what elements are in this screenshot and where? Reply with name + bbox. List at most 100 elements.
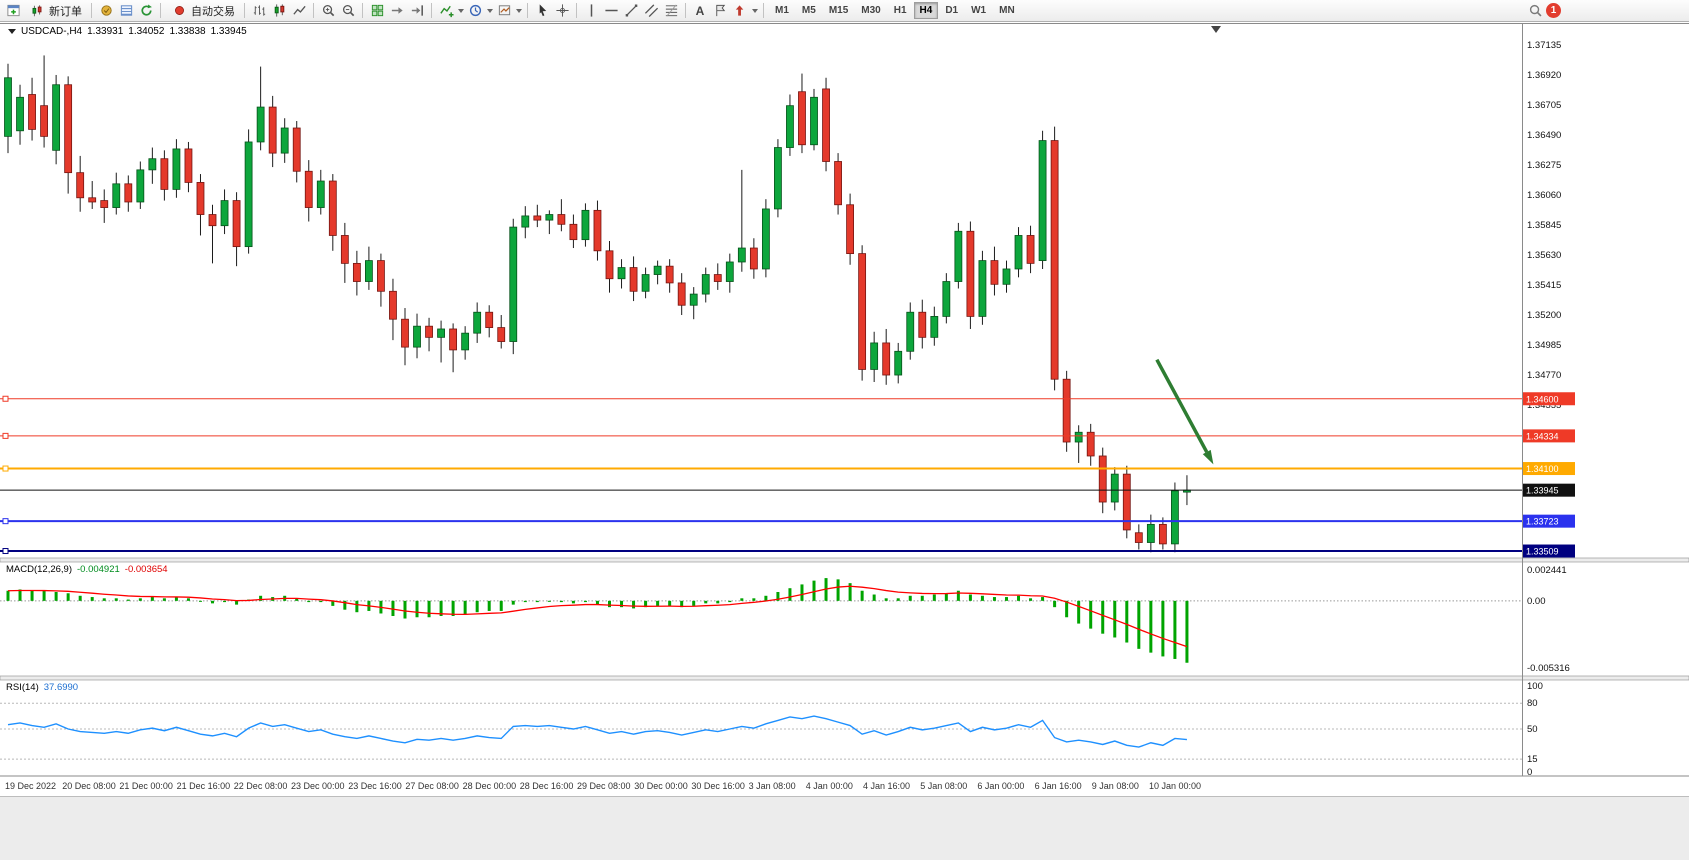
pane-splitter[interactable]: [0, 557, 1689, 563]
clock-icon[interactable]: [466, 2, 484, 20]
svg-text:5 Jan 08:00: 5 Jan 08:00: [920, 781, 967, 791]
line-handle[interactable]: [2, 548, 9, 555]
timeframe-button-h1[interactable]: H1: [893, 5, 907, 16]
timeframe-button-w1[interactable]: W1: [971, 5, 987, 16]
new-order-button[interactable]: 新订单: [24, 1, 86, 21]
arrows-icon[interactable]: [731, 2, 749, 20]
zoom-in-icon[interactable]: [319, 2, 337, 20]
toolbar-separator: [160, 3, 161, 18]
macd-signal-line: [7, 585, 1188, 648]
market-watch-icon[interactable]: [97, 2, 115, 20]
candle-pair-icon: [28, 2, 46, 20]
chart-shift-marker[interactable]: [1211, 26, 1221, 33]
line-handle[interactable]: [2, 465, 9, 472]
arrows-dropdown-caret[interactable]: [752, 8, 758, 13]
toolbar-separator: [576, 3, 577, 18]
channel-icon[interactable]: [642, 2, 660, 20]
line-handle[interactable]: [2, 432, 9, 439]
price-axis: 1.37135 1.36920 1.36705 1.36490 1.36275 1.360…: [1527, 40, 1561, 411]
indicators-icon[interactable]: [437, 2, 455, 20]
trendline-icon[interactable]: [622, 2, 640, 20]
toolbar-separator: [763, 3, 764, 18]
timeframe-button-m15[interactable]: M15: [828, 5, 849, 16]
horizontal-line-icon[interactable]: [602, 2, 620, 20]
bottom-empty-area: [0, 796, 1689, 860]
collapse-arrow-icon[interactable]: [8, 29, 16, 34]
svg-text:28 Dec 00:00: 28 Dec 00:00: [463, 781, 517, 791]
candlestick-chart-icon[interactable]: [270, 2, 288, 20]
svg-text:6 Jan 16:00: 6 Jan 16:00: [1035, 781, 1082, 791]
low-value: 1.33838: [169, 26, 206, 37]
line-handle[interactable]: [2, 395, 9, 402]
navigator-icon[interactable]: [137, 2, 155, 20]
svg-text:1.36920: 1.36920: [1527, 70, 1561, 81]
svg-text:10 Jan 00:00: 10 Jan 00:00: [1149, 781, 1201, 791]
templates-dropdown-caret[interactable]: [516, 8, 522, 13]
high-value: 1.34052: [128, 26, 165, 37]
timeframe-button-m30[interactable]: M30: [861, 5, 881, 16]
svg-text:15: 15: [1527, 754, 1538, 765]
search-icon[interactable]: [1526, 2, 1544, 20]
notification-badge[interactable]: 1: [1546, 3, 1561, 18]
svg-text:27 Dec 08:00: 27 Dec 08:00: [405, 781, 459, 791]
fibonacci-icon[interactable]: [662, 2, 680, 20]
new-order-ticket-icon[interactable]: [4, 2, 22, 20]
crosshair-icon[interactable]: [553, 2, 571, 20]
bar-chart-icon[interactable]: [250, 2, 268, 20]
timeframe-button-h4[interactable]: H4: [913, 2, 939, 19]
svg-text:1.34100: 1.34100: [1526, 464, 1559, 474]
cursor-icon[interactable]: [533, 2, 551, 20]
pane-splitter[interactable]: [0, 675, 1689, 681]
line-chart-icon[interactable]: [290, 2, 308, 20]
timeframe-button-d1[interactable]: D1: [945, 5, 959, 16]
toolbar-separator: [685, 3, 686, 18]
candlestick-series: [4, 55, 1191, 553]
timeframe-button-m5[interactable]: M5: [801, 5, 816, 16]
svg-text:80: 80: [1527, 698, 1538, 709]
indicators-dropdown-caret[interactable]: [458, 8, 464, 13]
svg-text:19 Dec 2022: 19 Dec 2022: [5, 781, 56, 791]
main-toolbar: 新订单 自动交易: [0, 0, 1689, 22]
timeframe-button-m1[interactable]: M1: [775, 5, 789, 16]
zoom-out-icon[interactable]: [339, 2, 357, 20]
macd-label: MACD(12,26,9): [6, 564, 72, 575]
svg-text:1.33723: 1.33723: [1526, 517, 1559, 527]
templates-icon[interactable]: [495, 2, 513, 20]
svg-text:1.34985: 1.34985: [1527, 340, 1561, 351]
svg-text:28 Dec 16:00: 28 Dec 16:00: [520, 781, 574, 791]
rsi-line: [7, 715, 1188, 748]
trend-arrow-annotation[interactable]: [1155, 358, 1214, 465]
svg-text:1.36060: 1.36060: [1527, 190, 1561, 201]
toolbar-separator: [362, 3, 363, 18]
period-dropdown-caret[interactable]: [487, 8, 493, 13]
timeframe-toolbar: M1 M5 M15 M30 H1 H4 D1 W1 MN: [769, 2, 1021, 19]
toolbar-separator: [244, 3, 245, 18]
svg-text:1.34334: 1.34334: [1526, 431, 1559, 441]
svg-text:29 Dec 08:00: 29 Dec 08:00: [577, 781, 631, 791]
svg-text:0.00: 0.00: [1527, 596, 1546, 607]
svg-text:23 Dec 00:00: 23 Dec 00:00: [291, 781, 345, 791]
macd-main-value: -0.004921: [77, 564, 120, 575]
autotrading-button[interactable]: 自动交易: [166, 1, 239, 21]
text-label-icon[interactable]: [711, 2, 729, 20]
auto-scroll-icon[interactable]: [388, 2, 406, 20]
text-tool-glyph: A: [695, 3, 705, 18]
symbol-timeframe-label: USDCAD-,H4: [21, 26, 83, 37]
data-window-icon[interactable]: [117, 2, 135, 20]
chart-shift-icon[interactable]: [408, 2, 426, 20]
text-icon[interactable]: A: [691, 2, 709, 20]
tile-windows-icon[interactable]: [368, 2, 386, 20]
svg-text:23 Dec 16:00: 23 Dec 16:00: [348, 781, 402, 791]
svg-text:6 Jan 00:00: 6 Jan 00:00: [977, 781, 1024, 791]
close-value: 1.33945: [210, 26, 247, 37]
svg-text:50: 50: [1527, 724, 1538, 735]
vertical-line-icon[interactable]: [582, 2, 600, 20]
rsi-pane: 100 80 50 15 0: [0, 681, 1543, 778]
timeframe-button-mn[interactable]: MN: [999, 5, 1015, 16]
time-axis: 19 Dec 2022 20 Dec 08:00 21 Dec 00:00 21 De…: [5, 781, 1201, 791]
open-value: 1.33931: [87, 26, 124, 37]
svg-text:0.002441: 0.002441: [1527, 565, 1567, 576]
svg-text:1.35415: 1.35415: [1527, 280, 1561, 291]
line-handle[interactable]: [2, 518, 9, 525]
